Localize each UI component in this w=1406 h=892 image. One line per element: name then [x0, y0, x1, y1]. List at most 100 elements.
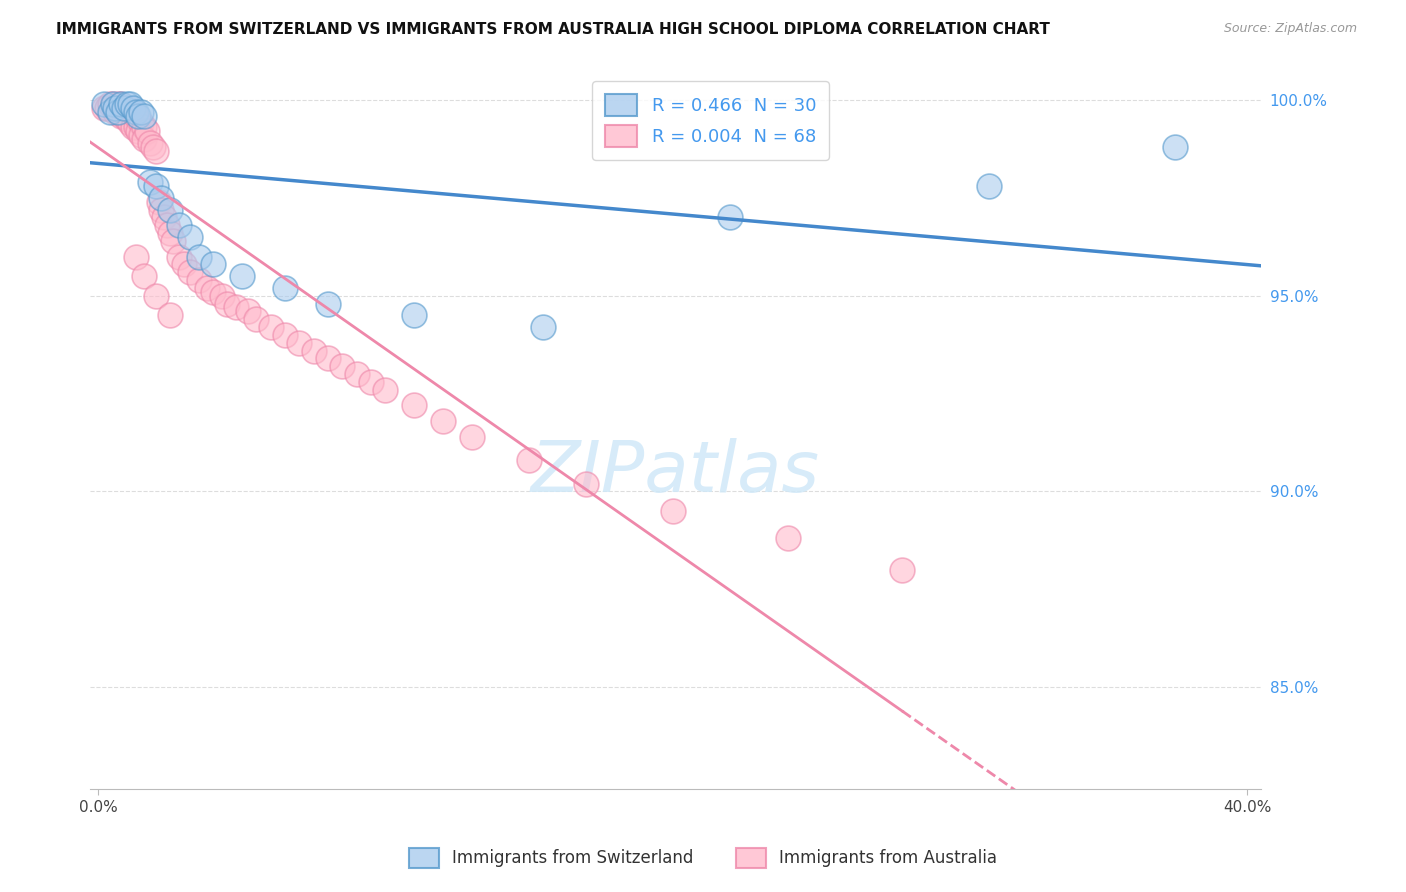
Point [121, 120, 143, 135]
Point [274, 327, 297, 342]
Point [195, 281, 218, 295]
Point [101, 96, 124, 111]
Point [288, 335, 311, 350]
Point [115, 96, 138, 111]
Point [124, 120, 146, 135]
Point [134, 269, 156, 284]
Point [115, 112, 138, 127]
Point [187, 250, 209, 264]
Point [460, 430, 482, 444]
Point [202, 257, 225, 271]
Point [332, 359, 354, 374]
Point [104, 101, 127, 115]
Point [776, 532, 799, 546]
Point [101, 96, 124, 111]
Point [112, 109, 135, 123]
Point [127, 109, 149, 123]
Y-axis label: High School Diploma: High School Diploma [0, 349, 7, 508]
Point [404, 398, 426, 412]
Point [217, 296, 239, 310]
Point [202, 285, 225, 299]
Point [432, 414, 454, 428]
Point [104, 101, 127, 115]
Text: Source: ZipAtlas.com: Source: ZipAtlas.com [1223, 22, 1357, 36]
Point [173, 257, 195, 271]
Point [124, 109, 146, 123]
Point [104, 104, 127, 119]
Point [136, 124, 159, 138]
Point [360, 375, 382, 389]
Point [134, 132, 156, 146]
Point [118, 96, 141, 111]
Point [142, 140, 165, 154]
Point [93, 96, 115, 111]
Point [112, 101, 135, 115]
Point [150, 202, 173, 217]
Point [575, 476, 598, 491]
Point [145, 144, 167, 158]
Point [110, 96, 132, 111]
Legend: Immigrants from Switzerland, Immigrants from Australia: Immigrants from Switzerland, Immigrants … [402, 841, 1004, 875]
Point [302, 343, 325, 358]
Point [211, 288, 233, 302]
Point [517, 453, 540, 467]
Point [167, 250, 190, 264]
Point [124, 104, 146, 119]
Point [121, 104, 143, 119]
Point [107, 104, 129, 119]
Point [127, 124, 149, 138]
Point [110, 109, 132, 123]
Point [139, 136, 162, 150]
Point [179, 265, 201, 279]
Point [121, 101, 143, 115]
Point [316, 351, 339, 366]
Point [93, 101, 115, 115]
Point [316, 296, 339, 310]
Point [131, 104, 153, 119]
Point [118, 104, 141, 119]
Point [159, 226, 181, 240]
Point [127, 112, 149, 127]
Point [118, 116, 141, 130]
Point [1164, 140, 1187, 154]
Point [718, 211, 741, 225]
Point [187, 273, 209, 287]
Point [179, 230, 201, 244]
Point [404, 308, 426, 322]
Point [96, 101, 118, 115]
Point [145, 179, 167, 194]
Point [110, 96, 132, 111]
Point [661, 504, 683, 518]
Point [107, 104, 129, 119]
Point [139, 175, 162, 189]
Point [150, 191, 173, 205]
Point [134, 120, 156, 135]
Point [112, 101, 135, 115]
Point [346, 367, 368, 381]
Point [531, 320, 554, 334]
Point [159, 308, 181, 322]
Point [98, 104, 121, 119]
Text: IMMIGRANTS FROM SWITZERLAND VS IMMIGRANTS FROM AUSTRALIA HIGH SCHOOL DIPLOMA COR: IMMIGRANTS FROM SWITZERLAND VS IMMIGRANT… [56, 22, 1050, 37]
Point [167, 218, 190, 232]
Point [274, 281, 297, 295]
Point [977, 179, 1000, 194]
Legend: R = 0.466  N = 30, R = 0.004  N = 68: R = 0.466 N = 30, R = 0.004 N = 68 [592, 81, 830, 160]
Point [159, 202, 181, 217]
Point [891, 563, 914, 577]
Point [131, 128, 153, 142]
Point [153, 211, 176, 225]
Point [374, 383, 396, 397]
Point [225, 301, 247, 315]
Point [115, 101, 138, 115]
Point [134, 109, 156, 123]
Point [231, 269, 253, 284]
Point [156, 218, 179, 232]
Point [148, 194, 170, 209]
Point [98, 96, 121, 111]
Point [107, 96, 129, 111]
Point [259, 320, 281, 334]
Point [236, 304, 259, 318]
Point [162, 234, 184, 248]
Point [131, 116, 153, 130]
